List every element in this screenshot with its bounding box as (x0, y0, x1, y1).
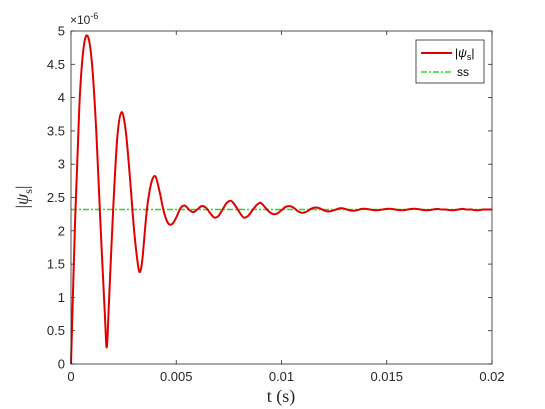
x-axis-title: t (s) (267, 386, 296, 407)
y-tick-label: 1 (58, 290, 65, 305)
y-tick-label: 3.5 (47, 123, 65, 138)
legend-box (415, 39, 485, 84)
y-tick-label: 2 (58, 223, 65, 238)
legend-label-ss: ss (457, 65, 469, 79)
axes-frame (70, 30, 493, 365)
legend-label-psi: |ψs| (455, 46, 474, 62)
axis-ticks: 0 0.005 0.01 0.015 0.02 0 0.5 1 1.5 2 2.5 3 3.5 4 4.5 5 (47, 24, 505, 385)
plot-background (71, 31, 492, 364)
y-tick-label: 1.5 (47, 257, 65, 272)
plot-area (71, 31, 492, 364)
x-tick-label: 0 (67, 369, 74, 384)
legend: |ψs| ss (415, 39, 485, 84)
y-tick-label: 2.5 (47, 190, 65, 205)
y-tick-label: 4.5 (47, 57, 65, 72)
y-tick-label: 4 (58, 90, 65, 105)
y-tick-label: 0 (58, 357, 65, 372)
x-tick-label: 0.01 (269, 369, 294, 384)
y-axis-exponent: ×10-6 (70, 11, 98, 27)
y-tick-label: 0.5 (47, 323, 65, 338)
x-tick-label: 0.005 (160, 369, 193, 384)
y-axis-title: |ψs| (12, 185, 35, 208)
y-tick-label: 5 (58, 24, 65, 39)
y-tick-label: 3 (58, 157, 65, 172)
x-tick-label: 0.015 (370, 369, 403, 384)
x-tick-label: 0.02 (479, 369, 504, 384)
series-psi-line (70, 34, 492, 365)
axes-box (70, 30, 493, 365)
series-group (70, 34, 492, 365)
